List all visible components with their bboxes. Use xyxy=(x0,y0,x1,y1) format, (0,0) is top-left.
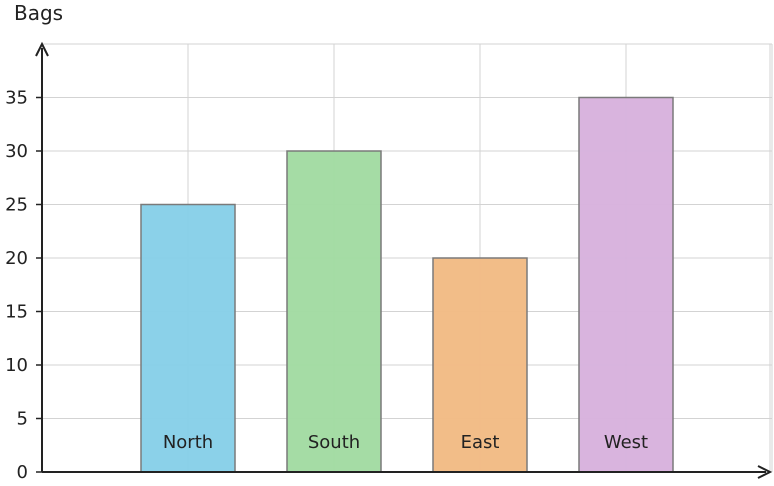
y-tick-label: 30 xyxy=(5,141,28,162)
bar-west xyxy=(578,96,674,473)
y-tick-label: 5 xyxy=(17,409,28,430)
bar-label-west: West xyxy=(604,432,648,453)
y-tick-label: 15 xyxy=(5,302,28,323)
bar-label-south: South xyxy=(308,432,360,453)
bar-east xyxy=(432,257,528,473)
bar-label-east: East xyxy=(461,432,500,453)
x-axis-arrow-icon xyxy=(757,465,773,479)
bar-label-north: North xyxy=(163,432,213,453)
y-tick-label: 35 xyxy=(5,88,28,109)
y-tick-label: 0 xyxy=(17,462,28,483)
bar-north xyxy=(140,203,236,473)
bar-south xyxy=(286,150,382,473)
y-tick-label: 25 xyxy=(5,195,28,216)
y-tick-label: 10 xyxy=(5,355,28,376)
y-tick-labels: 0 5 10 15 20 25 30 35 xyxy=(5,88,42,483)
bars xyxy=(140,96,674,473)
axes xyxy=(35,41,773,479)
bar-category-labels: North South East West xyxy=(163,432,648,453)
y-axis-label: Bags xyxy=(14,1,63,25)
y-tick-label: 20 xyxy=(5,248,28,269)
y-axis-arrow-icon xyxy=(35,41,49,57)
